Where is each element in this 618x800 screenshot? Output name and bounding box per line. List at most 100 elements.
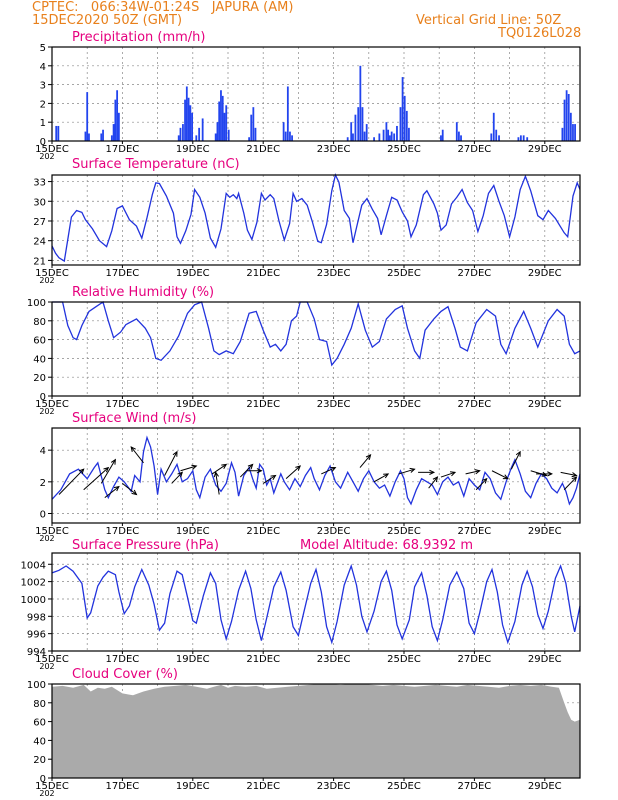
- x-tick-label: 27DEC: [458, 526, 492, 537]
- x-tick-label: 17DEC: [106, 144, 140, 155]
- precip-bar: [286, 86, 289, 141]
- x-tick-label: 17DEC: [106, 526, 140, 537]
- precipitation-frame: [51, 46, 581, 142]
- wind-arrow: [164, 451, 178, 476]
- precip-bar: [116, 90, 119, 141]
- x-tick-label: 19DEC: [176, 268, 210, 279]
- precip-bar: [357, 107, 360, 141]
- wind-arrow: [510, 451, 521, 470]
- precip-bar: [221, 95, 224, 141]
- wind-arrowhead: [502, 474, 509, 480]
- precip-bar: [352, 133, 354, 141]
- wind-arrowhead: [474, 469, 481, 475]
- x-tick-label: 29DEC: [528, 781, 562, 792]
- x-tick-label: 21DEC: [246, 526, 280, 537]
- wind-arrowhead: [383, 473, 390, 479]
- precip-bar: [184, 99, 186, 141]
- x-tick-label: 27DEC: [458, 144, 492, 155]
- y-tick-label: 0: [40, 137, 46, 148]
- y-tick-label: 994: [27, 647, 46, 658]
- wind-arrowhead: [481, 477, 488, 484]
- y-tick-label: 998: [27, 612, 46, 623]
- surface-temperature-frame: [51, 174, 581, 266]
- precip-bar: [440, 135, 442, 141]
- wind-arrowhead: [110, 458, 116, 465]
- precip-bar: [84, 131, 87, 141]
- precip-bar: [250, 114, 253, 141]
- x-tick-label: 17DEC: [106, 654, 140, 665]
- precip-bar: [110, 135, 113, 141]
- precip-bar: [182, 124, 184, 141]
- precip-bar: [405, 110, 408, 141]
- precip-bar: [214, 133, 217, 141]
- x-tick-label: 23DEC: [317, 268, 351, 279]
- header-datetime: 15DEC2020 50Z (GMT): [32, 13, 183, 28]
- y-tick-label: 2: [40, 478, 46, 489]
- wind-arrow: [83, 467, 109, 491]
- wind-arrowhead: [432, 476, 439, 483]
- precip-bar: [191, 112, 193, 141]
- wind-arrow: [560, 471, 577, 476]
- wind-arrowhead: [113, 485, 120, 492]
- precip-bar: [361, 107, 364, 141]
- precip-bar: [495, 129, 498, 141]
- precip-bar: [399, 107, 402, 141]
- cloud-area: [52, 684, 580, 778]
- x-tick-label: 29DEC: [528, 268, 562, 279]
- precip-bar: [248, 137, 251, 141]
- y-tick-label: 1000: [21, 595, 46, 606]
- precip-bar: [220, 90, 222, 141]
- y-tick-label: 1004: [21, 560, 46, 571]
- surface-pressure-line: [51, 563, 581, 645]
- precip-bar: [289, 131, 291, 141]
- x-tick-label: 25DEC: [387, 144, 421, 155]
- precip-bar: [522, 135, 525, 141]
- precip-bar: [359, 65, 362, 141]
- precip-bar: [526, 137, 529, 141]
- x-tick-label: 17DEC: [106, 268, 140, 279]
- precip-bar: [117, 112, 120, 141]
- wind-arrowhead: [330, 466, 337, 472]
- wind-arrow: [171, 471, 183, 484]
- precip-bar: [385, 122, 388, 141]
- relative-humidity-line: [52, 300, 581, 367]
- wind-arrowhead: [247, 463, 254, 470]
- precip-bar: [201, 118, 204, 141]
- y-tick-label: 0: [40, 392, 46, 403]
- y-tick-label: 2: [40, 99, 46, 110]
- wind-arrow: [104, 486, 120, 499]
- surface-wind-frame: [51, 427, 581, 524]
- precip-bar: [86, 92, 89, 141]
- precip-bar: [346, 137, 349, 141]
- surface-wind-panel: Surface Wind (m/s) 0 2 4 15DEC 17DEC 19DEC 21DE…: [35, 411, 581, 543]
- x-tick-label: 15DEC: [35, 399, 69, 410]
- surface-wind-title: Surface Wind (m/s): [72, 411, 196, 426]
- precip-bar: [387, 129, 390, 141]
- x-tick-label: 15DEC: [35, 144, 69, 155]
- precip-bar: [572, 124, 574, 141]
- precip-bar: [284, 131, 287, 141]
- precip-bar: [563, 99, 566, 141]
- wind-arrowhead: [365, 454, 372, 460]
- x-tick-label: 23DEC: [317, 526, 351, 537]
- wind-arrow: [440, 471, 456, 478]
- x-tick-label: 17DEC: [106, 781, 140, 792]
- wind-arrowhead: [547, 471, 553, 477]
- precip-bar: [565, 90, 568, 141]
- wind-arrow: [563, 476, 577, 491]
- surface-temperature-title: Surface Temperature (nC): [72, 157, 240, 172]
- precip-bar: [441, 129, 444, 141]
- cloud-cover-panel: Cloud Cover (%) 0 20 40 60 80 100 15DEC 17DEC 19D…: [27, 667, 581, 798]
- precip-bar: [567, 94, 570, 141]
- precip-bar: [218, 101, 221, 141]
- relative-humidity-frame: [51, 301, 581, 397]
- x-tick-label: 21DEC: [246, 399, 280, 410]
- x-tick-label: 23DEC: [317, 781, 351, 792]
- y-tick-label: 33: [33, 178, 46, 189]
- wind-arrowhead: [131, 489, 138, 496]
- x-year-label: 202: [39, 276, 54, 285]
- precip-bar: [354, 114, 357, 141]
- surface-wind-line: [51, 435, 581, 506]
- x-year-label: 202: [39, 534, 54, 543]
